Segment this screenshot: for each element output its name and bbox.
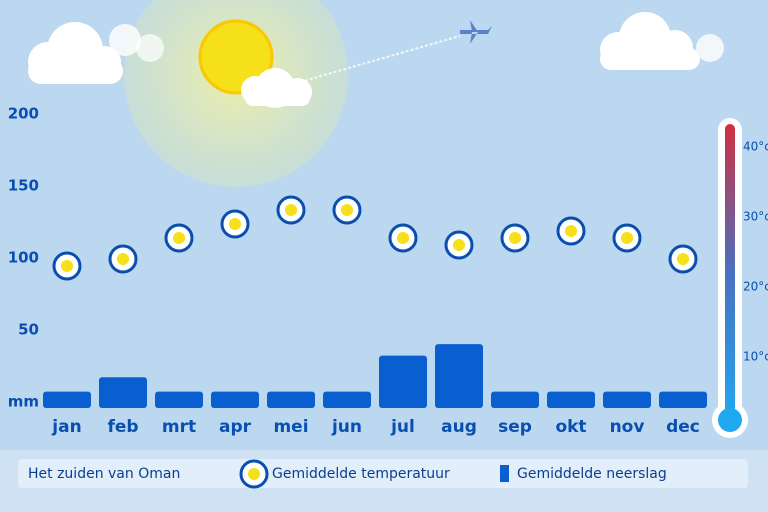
temperature-marker-dot: [453, 239, 465, 251]
legend-temperature-icon-dot: [248, 468, 260, 480]
contrail: [299, 35, 461, 83]
bar: [43, 391, 91, 408]
temperature-marker: [444, 230, 474, 260]
temperature-marker-dot: [117, 253, 129, 265]
temperature-marker: [556, 216, 586, 246]
bar: [155, 391, 203, 408]
y-tick-label: 150: [8, 177, 39, 195]
legend-label: Gemiddelde neerslag: [517, 466, 667, 482]
bar: [379, 355, 427, 408]
bar: [323, 391, 371, 408]
y-tick-label: mm: [8, 393, 39, 411]
y2-tick-label: 30°c: [743, 210, 768, 224]
legend-box: [18, 459, 748, 488]
bar: [211, 391, 259, 408]
clouds: [28, 12, 724, 108]
temperature-marker-dot: [677, 253, 689, 265]
x-tick-label: jun: [331, 417, 362, 437]
temperature-marker: [276, 195, 306, 225]
y2-tick-label: 40°c: [743, 140, 768, 154]
legend-bar-icon: [500, 465, 509, 482]
x-tick-label: dec: [666, 417, 700, 437]
legend-temperature-icon: [239, 459, 269, 489]
temperature-marker-dot: [341, 204, 353, 216]
temperature-marker: [500, 223, 530, 253]
temperature-marker: [220, 209, 250, 239]
thermometer-fill: [725, 124, 735, 420]
thermometer-bulb: [718, 408, 742, 432]
x-tick-label: mrt: [162, 417, 196, 437]
sun: [198, 19, 274, 95]
x-tick-label: okt: [555, 417, 586, 437]
temperature-marker-dot: [61, 260, 73, 272]
bar: [267, 391, 315, 408]
bar: [435, 344, 483, 408]
temperature-marker-dot: [621, 232, 633, 244]
temperature-marker: [52, 251, 82, 281]
x-tick-label: aug: [441, 417, 477, 437]
x-tick-label: nov: [610, 417, 645, 437]
y2-tick-label: 20°c: [743, 280, 768, 294]
temperature-marker-dot: [229, 218, 241, 230]
temperature-marker-dot: [509, 232, 521, 244]
temperature-marker: [668, 244, 698, 274]
temperature-marker-dot: [397, 232, 409, 244]
x-tick-label: jul: [390, 417, 415, 437]
bar: [603, 391, 651, 408]
temperature-marker: [332, 195, 362, 225]
x-tick-label: feb: [107, 417, 138, 437]
temperature-marker: [108, 244, 138, 274]
y2-tick-label: 10°c: [743, 350, 768, 364]
y-tick-label: 200: [8, 105, 39, 123]
bar: [99, 377, 147, 408]
temperature-marker-dot: [565, 225, 577, 237]
temperature-marker: [388, 223, 418, 253]
temperature-marker-dot: [173, 232, 185, 244]
bar: [659, 391, 707, 408]
x-tick-label: sep: [498, 417, 532, 437]
bar: [491, 391, 539, 408]
temperature-marker: [164, 223, 194, 253]
x-tick-label: apr: [219, 417, 252, 437]
temperature-marker-dot: [285, 204, 297, 216]
x-tick-label: jan: [51, 417, 81, 437]
y-tick-label: 100: [8, 249, 39, 267]
temperature-marker: [612, 223, 642, 253]
plane: [460, 20, 492, 44]
legend-title: Het zuiden van Oman: [28, 466, 180, 482]
y-tick-label: 50: [18, 321, 39, 339]
x-tick-label: mei: [273, 417, 308, 437]
bar: [547, 391, 595, 408]
legend-label: Gemiddelde temperatuur: [272, 466, 450, 482]
